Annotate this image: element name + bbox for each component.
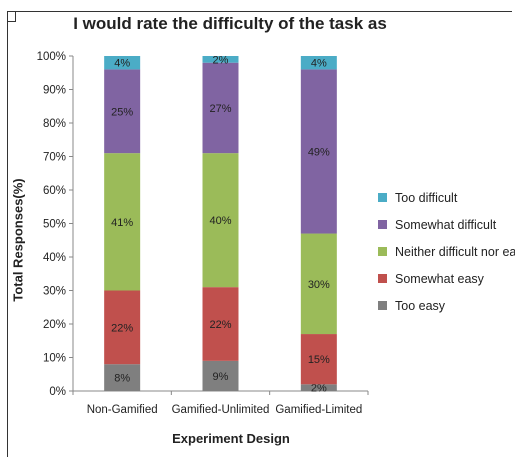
data-label: 25% [111, 106, 133, 118]
legend-swatch [378, 220, 387, 229]
data-label: 41% [111, 217, 133, 229]
bar-segment [300, 384, 337, 391]
bar-segment [202, 62, 239, 154]
y-tick-label: 10% [43, 353, 66, 365]
legend-item: Somewhat easy [378, 265, 515, 292]
legend-swatch [378, 193, 387, 202]
legend-label: Neither difficult nor easy [395, 244, 515, 259]
data-label: 22% [209, 319, 231, 331]
x-tick-label: Gamified-Limited [275, 404, 362, 416]
y-tick-label: 30% [43, 286, 66, 298]
bar-segment [104, 364, 141, 391]
data-label: 27% [209, 103, 231, 115]
y-tick-label: 50% [43, 219, 66, 231]
legend-swatch [378, 301, 387, 310]
bar-segment [104, 56, 141, 70]
bar-segment [202, 360, 239, 391]
legend-swatch [378, 247, 387, 256]
data-label: 30% [308, 279, 330, 291]
y-tick-label: 0% [49, 386, 66, 398]
data-label: 9% [213, 371, 229, 383]
corner-mark [8, 12, 16, 22]
y-tick-label: 90% [43, 85, 66, 97]
y-tick-label: 70% [43, 152, 66, 164]
data-label: 22% [111, 322, 133, 334]
legend-label: Somewhat difficult [395, 217, 497, 232]
x-tick-label: Non-Gamified [87, 404, 158, 416]
x-axis-label: Experiment Design [172, 431, 290, 446]
bar-segment [104, 290, 141, 365]
bar-segment [202, 153, 239, 288]
bar-segment [300, 69, 337, 234]
legend-item: Too difficult [378, 184, 515, 211]
legend-swatch [378, 274, 387, 283]
legend-item: Too easy [378, 292, 515, 319]
y-tick-label: 20% [43, 319, 66, 331]
y-tick-label: 40% [43, 252, 66, 264]
legend-label: Too difficult [395, 190, 458, 205]
y-tick-label: 60% [43, 185, 66, 197]
legend-label: Somewhat easy [395, 271, 484, 286]
data-label: 2% [213, 54, 229, 66]
data-label: 4% [311, 58, 327, 70]
bar-segment [104, 69, 141, 154]
data-label: 8% [114, 373, 130, 385]
legend-label: Too easy [395, 298, 446, 313]
chart-legend: Too difficult Somewhat difficult Neither d… [378, 184, 515, 319]
data-label: 49% [308, 146, 330, 158]
bar-segment [300, 233, 337, 335]
y-tick-label: 80% [43, 118, 66, 130]
legend-item: Somewhat difficult [378, 211, 515, 238]
chart-frame [7, 11, 512, 457]
bar-segment [300, 334, 337, 385]
legend-item: Neither difficult nor easy [378, 238, 515, 265]
chart-title: I would rate the difficulty of the task … [73, 14, 387, 33]
bar-segment [104, 153, 141, 291]
data-label: 2% [311, 383, 327, 395]
data-label: 15% [308, 354, 330, 366]
bar-segment [300, 56, 337, 70]
y-tick-label: 100% [37, 51, 66, 63]
bar-segment [202, 287, 239, 361]
data-label: 4% [114, 58, 130, 70]
data-label: 40% [209, 215, 231, 227]
x-tick-label: Gamified-Unlimited [172, 404, 270, 416]
bar-segment [202, 56, 239, 63]
